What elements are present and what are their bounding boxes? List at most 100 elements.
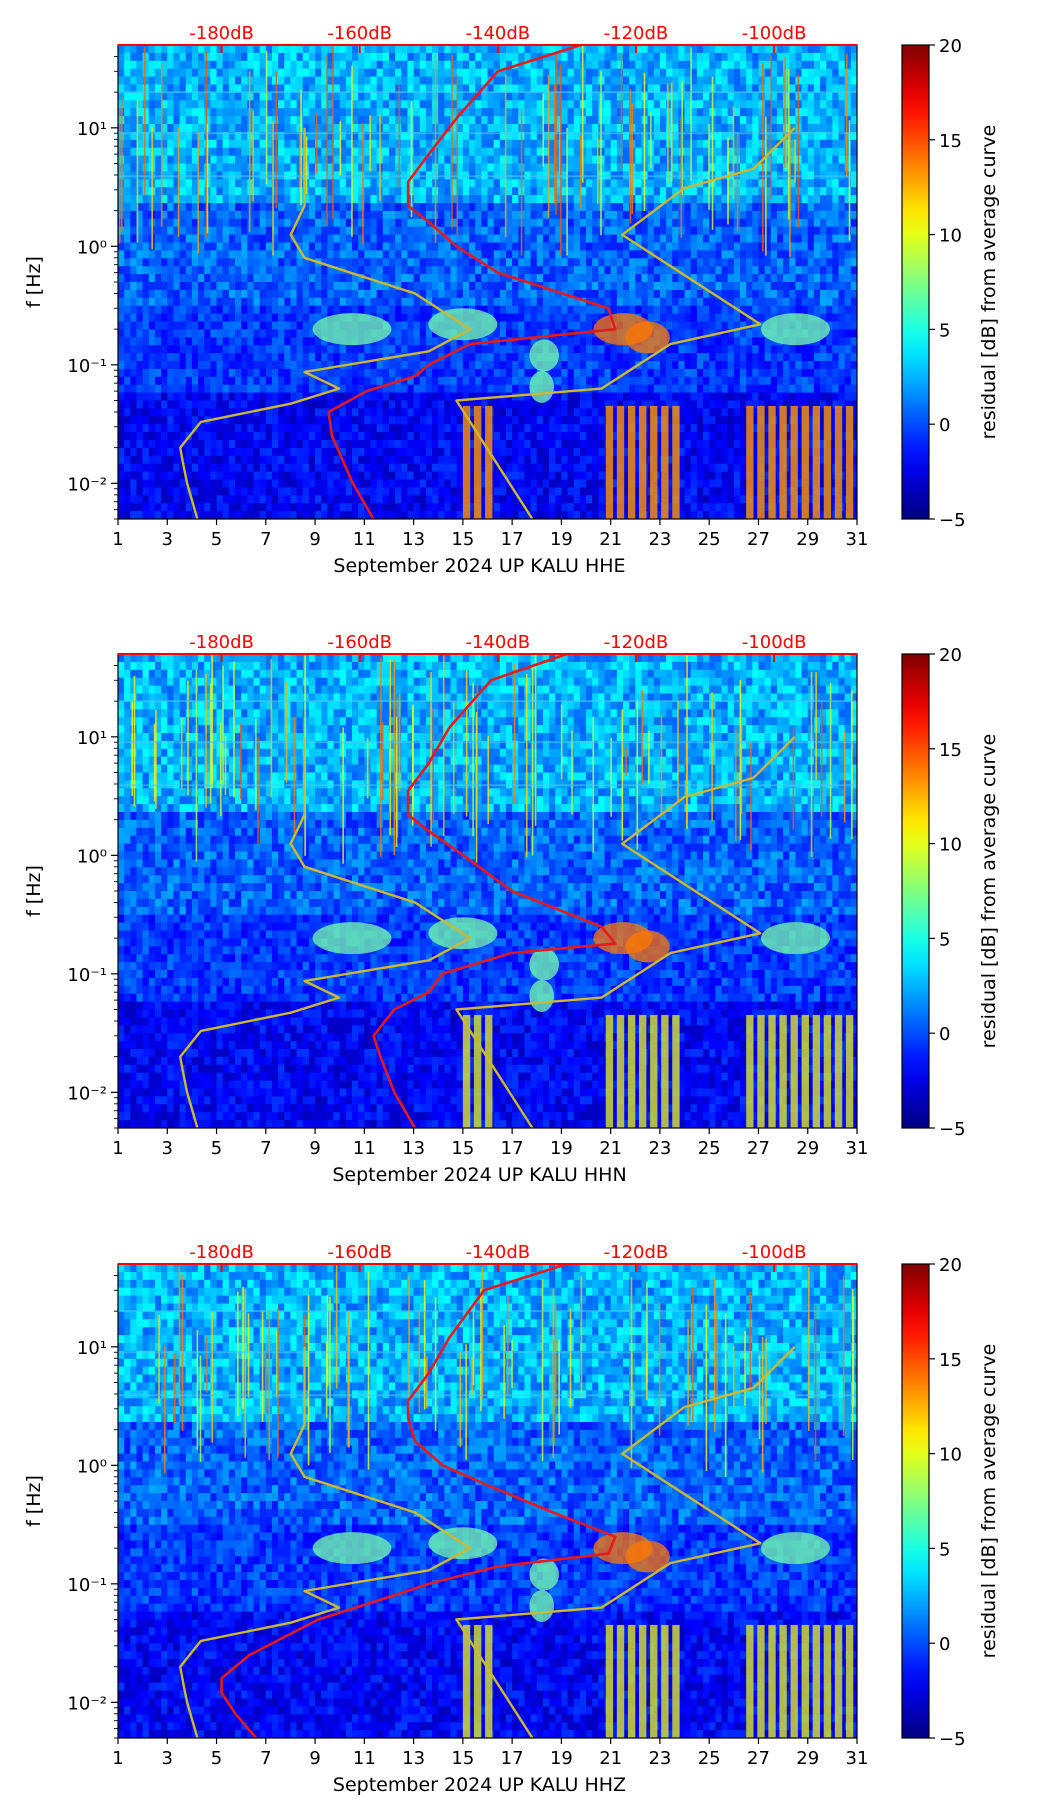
heatmap-cell <box>352 345 359 354</box>
heatmap-cell <box>284 163 292 172</box>
heatmap-cell <box>210 163 218 172</box>
heatmap-cell <box>616 400 624 409</box>
heatmap-cell <box>542 274 550 283</box>
heatmap-cell <box>222 250 230 259</box>
heatmap-cell <box>401 408 409 417</box>
heatmap-cell <box>407 274 415 283</box>
heatmap-cell <box>118 353 125 362</box>
heatmap-cell <box>555 487 562 496</box>
heatmap-cell <box>136 353 144 362</box>
heatmap-cell <box>469 234 476 244</box>
heatmap-cell <box>148 68 156 78</box>
heatmap-cell <box>549 124 556 133</box>
heatmap-cell <box>315 163 322 172</box>
heatmap-cell <box>191 416 199 425</box>
heatmap-cell <box>536 313 544 323</box>
heatmap-cell <box>382 313 390 323</box>
heatmap-cell <box>407 361 415 370</box>
heatmap-cell <box>308 495 316 504</box>
heatmap-cell <box>179 52 187 62</box>
heatmap-cell <box>235 424 242 433</box>
heatmap-cell <box>475 139 482 149</box>
heatmap-cell <box>388 60 396 70</box>
heatmap-cell <box>278 345 285 354</box>
heatmap-cell <box>567 218 575 228</box>
heatmap-cell <box>148 408 156 417</box>
heatmap-cell <box>222 416 230 425</box>
heatmap-cell <box>475 305 482 315</box>
heatmap-cell <box>352 274 359 283</box>
heatmap-cell <box>444 131 452 141</box>
heatmap-cell <box>191 400 199 409</box>
heatmap-cell <box>161 100 168 109</box>
heatmap-cell <box>469 131 476 141</box>
heatmap-cell <box>425 52 433 62</box>
heatmap-cell <box>505 100 513 109</box>
heatmap-cell <box>475 345 482 354</box>
heatmap-cell <box>456 384 464 394</box>
heatmap-cell <box>290 297 298 307</box>
heatmap-cell <box>185 155 193 165</box>
heatmap-cell <box>542 487 550 496</box>
heatmap-cell <box>579 471 587 481</box>
heatmap-cell <box>382 131 390 141</box>
heatmap-cell <box>481 479 489 488</box>
heatmap-cell <box>173 116 181 125</box>
heatmap-cell <box>278 463 285 473</box>
heatmap-cell <box>148 471 156 481</box>
heatmap-cell <box>228 376 236 386</box>
heatmap-cell <box>345 139 353 149</box>
heatmap-cell <box>469 108 476 117</box>
heatmap-cell <box>499 511 507 519</box>
heatmap-cell <box>327 495 335 504</box>
heatmap-cell <box>327 455 335 465</box>
heatmap-cell <box>315 384 322 394</box>
heatmap-cell <box>253 60 261 70</box>
heatmap-cell <box>376 392 384 402</box>
heatmap-cell <box>204 76 211 86</box>
heatmap-cell <box>339 147 347 157</box>
heatmap-cell <box>586 203 593 212</box>
heatmap-cell <box>358 124 365 133</box>
heatmap-cell <box>456 147 464 157</box>
heatmap-cell <box>358 45 365 54</box>
heatmap-cell <box>345 250 353 259</box>
heatmap-cell <box>456 203 464 212</box>
heatmap-cell <box>173 250 181 259</box>
heatmap-cell <box>610 179 618 188</box>
heatmap-cell <box>536 408 544 417</box>
heatmap-cell <box>388 345 396 354</box>
heatmap-cell <box>444 274 452 283</box>
heatmap-cell <box>173 345 181 354</box>
heatmap-cell <box>185 345 193 354</box>
heatmap-cell <box>154 131 162 141</box>
heatmap-cell <box>499 258 507 267</box>
heatmap-cell <box>204 361 211 370</box>
heatmap-cell <box>191 250 199 259</box>
heatmap-cell <box>228 289 236 299</box>
heatmap-cell <box>524 392 532 402</box>
heatmap-cell <box>579 321 587 330</box>
heatmap-cell <box>339 234 347 244</box>
heatmap-cell <box>530 234 538 244</box>
heatmap-cell <box>370 108 378 117</box>
heatmap-cell <box>204 92 211 101</box>
heatmap-cell <box>130 258 138 267</box>
heatmap-cell <box>352 471 359 481</box>
heatmap-cell <box>604 361 612 370</box>
heatmap-cell <box>308 455 316 465</box>
heatmap-cell <box>376 218 384 228</box>
heatmap-cell <box>487 108 495 117</box>
heatmap-cell <box>499 447 507 457</box>
heatmap-cell <box>271 234 279 244</box>
heatmap-cell <box>419 487 427 496</box>
heatmap-cell <box>253 242 261 251</box>
heatmap-cell <box>388 463 396 473</box>
heatmap-cell <box>592 337 599 346</box>
heatmap-cell <box>370 479 378 488</box>
heatmap-cell <box>198 92 205 101</box>
heatmap-cell <box>438 84 445 93</box>
heatmap-cell <box>333 447 341 457</box>
heatmap-cell <box>419 139 427 149</box>
heatmap-cell <box>259 511 267 519</box>
